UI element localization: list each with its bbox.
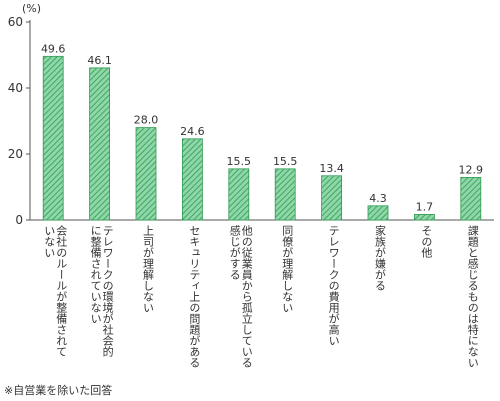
data-label: 1.7 [416, 200, 434, 213]
bar [135, 127, 157, 221]
bar [274, 168, 296, 221]
data-label: 4.3 [369, 192, 387, 205]
category-label: に整備されていない [89, 225, 102, 324]
footnote: ※自営業を除いた回答 [4, 384, 113, 397]
bar [460, 177, 482, 221]
data-label: 28.0 [134, 114, 159, 127]
bar [321, 175, 343, 221]
bar [228, 168, 250, 221]
category-label: テレワークの環境が社会的 [101, 225, 114, 358]
category-label: 会社のルールが整備されて [55, 225, 68, 357]
data-label: 13.4 [319, 162, 344, 175]
bar [89, 67, 110, 221]
category-label: テレワークの費用が高い [327, 225, 340, 346]
category-label: 他の従業員から孤立している [240, 225, 253, 368]
data-label: 12.9 [459, 163, 484, 176]
bar [413, 213, 435, 221]
category-label: 家族が嫌がる [374, 224, 387, 291]
y-tick-label: 0 [15, 213, 23, 227]
bar [367, 205, 389, 221]
y-axis-unit: (%) [22, 2, 42, 15]
category-label: その他 [420, 225, 433, 258]
y-tick-label: 60 [8, 15, 23, 29]
data-label: 15.5 [227, 155, 252, 168]
data-label: 15.5 [273, 155, 298, 168]
category-label: 上司が理解しない [142, 225, 155, 313]
y-tick-label: 40 [8, 81, 23, 95]
data-label: 49.6 [41, 42, 66, 55]
category-label: いない [43, 225, 56, 258]
bar [181, 138, 203, 221]
bar [42, 55, 64, 221]
category-label: 課題と感じるものは特にない [466, 224, 479, 368]
category-label: セキュリティ上の問題がある [188, 225, 201, 368]
data-label: 24.6 [180, 125, 205, 138]
category-label: 同僚が理解しない [281, 225, 294, 313]
data-label: 46.1 [87, 54, 112, 67]
category-label: 感じがする [228, 225, 241, 280]
y-tick-label: 20 [8, 147, 23, 161]
